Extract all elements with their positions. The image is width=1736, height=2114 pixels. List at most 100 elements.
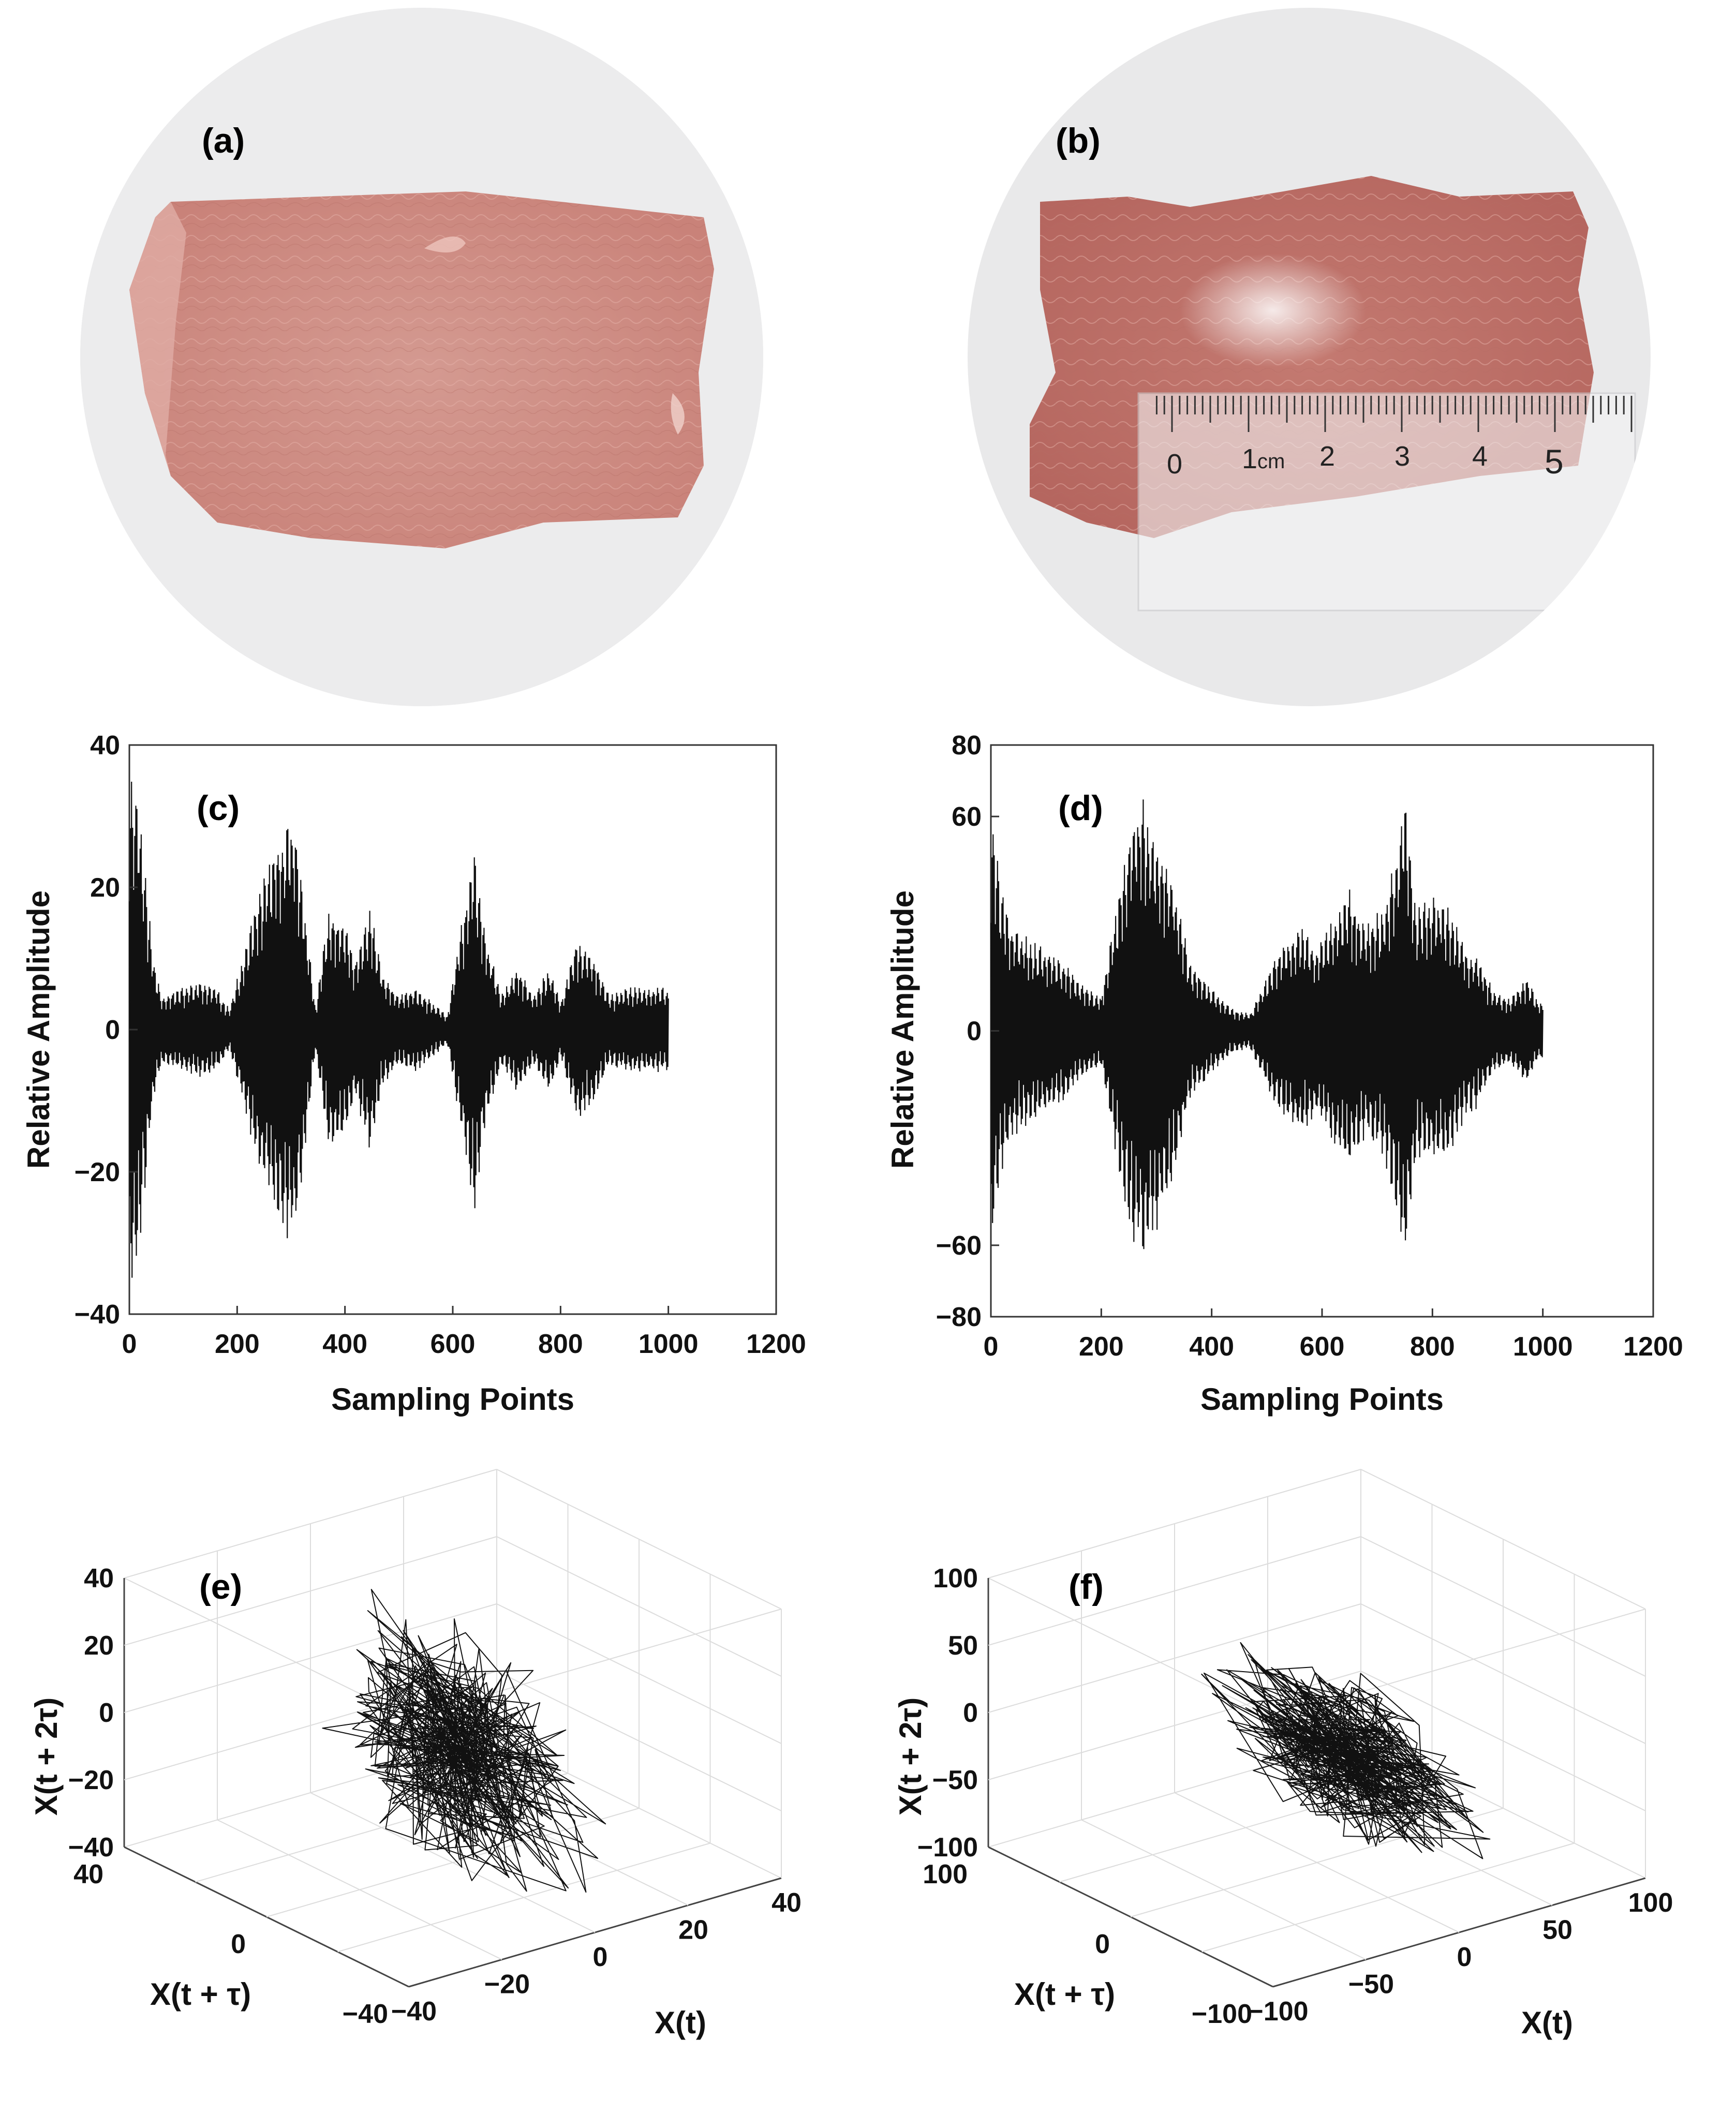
chart-e-ytick-label: 40 [73,1859,103,1889]
chart-c-xtick-label: 200 [215,1329,260,1359]
ruler-unit: cm [1257,450,1285,473]
chart-e-box-edge [496,1603,782,1744]
chart-d-xtick-label: 1000 [1513,1332,1573,1362]
chart-e-box-edge [124,1603,497,1713]
chart-e-box-edge [496,1671,782,1811]
chart-f-box [987,1469,1646,1988]
chart-f-box-edge [1201,1842,1575,1953]
chart-d-ylabel: Relative Amplitude [885,890,920,1169]
chart-e-ytick-label: −40 [343,1999,388,2029]
chart-f-box-edge [988,1577,1273,1718]
chart-e-box-edge [124,1577,409,1718]
chart-f-xtick-label: 100 [1628,1888,1673,1918]
chart-d-trace [990,799,1544,1249]
chart-e-ztick-label: −20 [68,1765,114,1795]
ruler-num-4: 4 [1472,441,1488,472]
chart-f-ytick-label: 0 [1095,1929,1110,1959]
ruler-num-0: 0 [1167,449,1182,480]
chart-c-xtick-label: 0 [122,1329,137,1359]
chart-e-box-edge [408,1609,782,1718]
chart-d-signal-line [990,799,1544,1249]
chart-d-xtick-label: 1200 [1623,1332,1683,1362]
chart-e-ytick-label: 0 [231,1929,246,1959]
chart-e-trajectory-line [322,1589,606,1893]
chart-c-ylabel: Relative Amplitude [21,890,56,1169]
chart-f-xtick-label: −100 [1248,1997,1308,2027]
chart-e-xtick-label: −20 [484,1970,530,2000]
chart-c-xtick-label: 400 [322,1329,367,1359]
chart-f-ylabel: X(t + τ) [1014,1977,1115,2012]
chart-d-xtick-label: 600 [1300,1332,1345,1362]
photo-a-label: (a) [202,121,245,160]
chart-f-ztick-label: 100 [933,1564,978,1594]
chart-d-xtick-label: 0 [984,1332,999,1362]
chart-e-box-edge [266,1808,640,1917]
chart-e-box-edge [337,1842,710,1953]
light-glare [1180,254,1366,367]
chart-c-ytick-label: 20 [90,873,120,903]
chart-f-zlabel: X(t + 2τ) [893,1698,928,1816]
chart-f-box-edge [988,1603,1361,1713]
chart-e-ztick-label: −40 [68,1833,114,1863]
chart-c-ytick-label: −40 [75,1300,120,1330]
chart-f-box-edge [1360,1603,1646,1744]
chart-f-ztick-label: −100 [917,1833,978,1863]
chart-c-signal-line [128,781,669,1278]
chart-f-xlabel: X(t) [1521,2005,1573,2040]
chart-c-ytick-label: 40 [90,731,120,761]
chart-e-box [123,1469,782,1988]
chart-d-xtick-label: 800 [1410,1332,1455,1362]
chart-c-ytick-label: 0 [105,1015,120,1045]
chart-e-xtick-label: 40 [771,1888,802,1918]
chart-e-xtick-label: 20 [678,1915,708,1945]
chart-d-xlabel: Sampling Points [1200,1382,1444,1417]
chart-f-trajectory [1201,1642,1491,1859]
ruler-num-5: 5 [1545,442,1564,481]
ruler-num-1: 1 [1242,443,1257,474]
chart-e-ztick-label: 40 [84,1564,114,1594]
chart-c-xtick-label: 1000 [639,1329,699,1359]
chart-f-ytick-label: −100 [1192,1999,1252,2029]
chart-e-ylabel: X(t + τ) [150,1977,251,2012]
chart-f-ztick-label: −50 [932,1765,978,1795]
chart-e-label: (e) [199,1567,242,1606]
chart-c-label: (c) [197,788,240,828]
chart-e-ztick-label: 20 [84,1631,114,1661]
chart-f-xtick-label: −50 [1348,1970,1394,2000]
chart-d-label: (d) [1058,788,1103,828]
ruler-num-3: 3 [1394,441,1410,472]
chart-c-xtick-label: 800 [538,1329,583,1359]
chart-d-ytick-label: −60 [936,1231,982,1261]
chart-e-xlabel: X(t) [655,2005,706,2040]
photo-b-label: (b) [1056,121,1101,160]
photo-a [80,8,763,706]
chart-f-box-edge [1360,1671,1646,1811]
chart-e-trajectory [322,1589,606,1893]
chart-f-box-edge [1130,1808,1504,1917]
chart-c-xlabel: Sampling Points [331,1382,574,1417]
chart-d-xtick-label: 200 [1079,1332,1124,1362]
photo-b: 0 1 cm 2 3 4 5 [968,8,1651,706]
chart-f-trajectory-line [1201,1642,1491,1859]
chart-d-ytick-label: −80 [936,1302,982,1332]
chart-d-ytick-label: 80 [952,731,982,761]
chart-d-ytick-label: 0 [967,1017,982,1047]
chart-f-ytick-label: 100 [923,1859,968,1889]
chart-c-xtick-label: 1200 [746,1329,806,1359]
chart-e-xtick-label: −40 [391,1997,437,2027]
chart-e-xtick-label: 0 [593,1942,608,1972]
chart-f-xtick-label: 50 [1542,1915,1572,1945]
ruler-num-2: 2 [1319,441,1335,472]
chart-d-xtick-label: 400 [1189,1332,1234,1362]
chart-f-ztick-label: 50 [948,1631,978,1661]
chart-c-ytick-label: −20 [75,1157,120,1187]
chart-c-xtick-label: 600 [431,1329,476,1359]
chart-d-ytick-label: 60 [952,802,982,832]
chart-f-ztick-label: 0 [963,1698,978,1728]
chart-e-ztick-label: 0 [99,1698,114,1728]
